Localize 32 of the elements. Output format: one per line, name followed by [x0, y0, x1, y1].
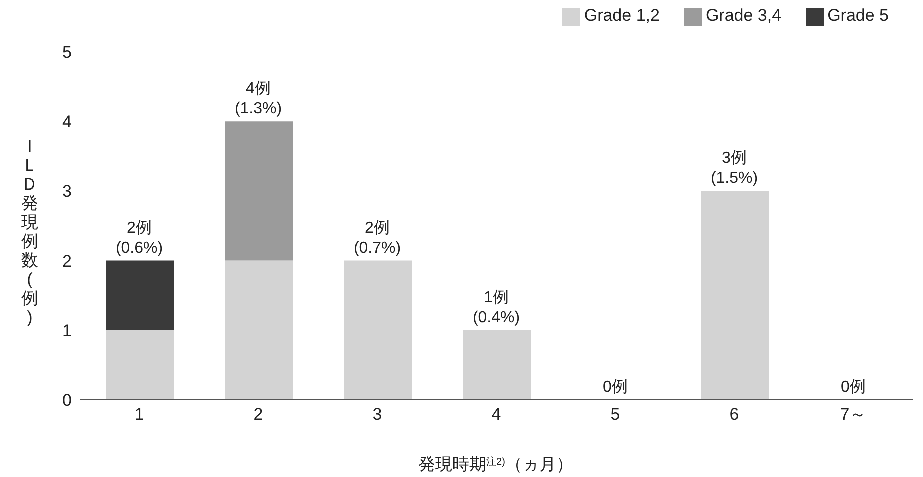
bar [463, 330, 531, 400]
total-label: 0例 [603, 379, 628, 396]
total-label: 0例 [841, 379, 866, 396]
legend-label: Grade 5 [828, 6, 889, 25]
total-label: 3例 (1.5%) [710, 150, 758, 188]
y-tick-label: 5 [62, 43, 72, 62]
x-tick-label: 6 [730, 405, 740, 424]
legend-label: Grade 3,4 [706, 6, 782, 25]
total-label: 1例 (0.4%) [472, 289, 520, 326]
x-tick-label: 2 [254, 405, 264, 424]
x-tick-label: 3 [372, 405, 382, 424]
x-tick-label: 7～ [840, 405, 867, 424]
text: ＩＬＤ発現例数(例) [22, 137, 38, 327]
y-tick-label: 0 [62, 391, 72, 410]
bar [106, 330, 174, 400]
bar [225, 122, 293, 261]
bar [225, 260, 293, 400]
y-tick-label: 2 [62, 252, 72, 271]
legend-label: Grade 1,2 [584, 6, 660, 25]
y-tick-label: 1 [62, 321, 72, 340]
total-label: 2例 (0.6%) [116, 220, 164, 257]
x-tick-label: 1 [134, 405, 144, 424]
y-tick-label: 4 [62, 112, 72, 132]
bar [701, 191, 769, 400]
total-label: 2例 (0.7%) [354, 220, 402, 257]
x-tick-label: 4 [492, 405, 502, 424]
total-label: 4例 (1.3%) [234, 80, 282, 118]
x-tick-label: 5 [610, 405, 620, 424]
x-axis-title: 発現時期$^{注2)}$（ヵ月） [418, 455, 574, 474]
y-tick-label: 3 [62, 182, 72, 202]
bar [344, 260, 412, 400]
bar [106, 260, 174, 330]
